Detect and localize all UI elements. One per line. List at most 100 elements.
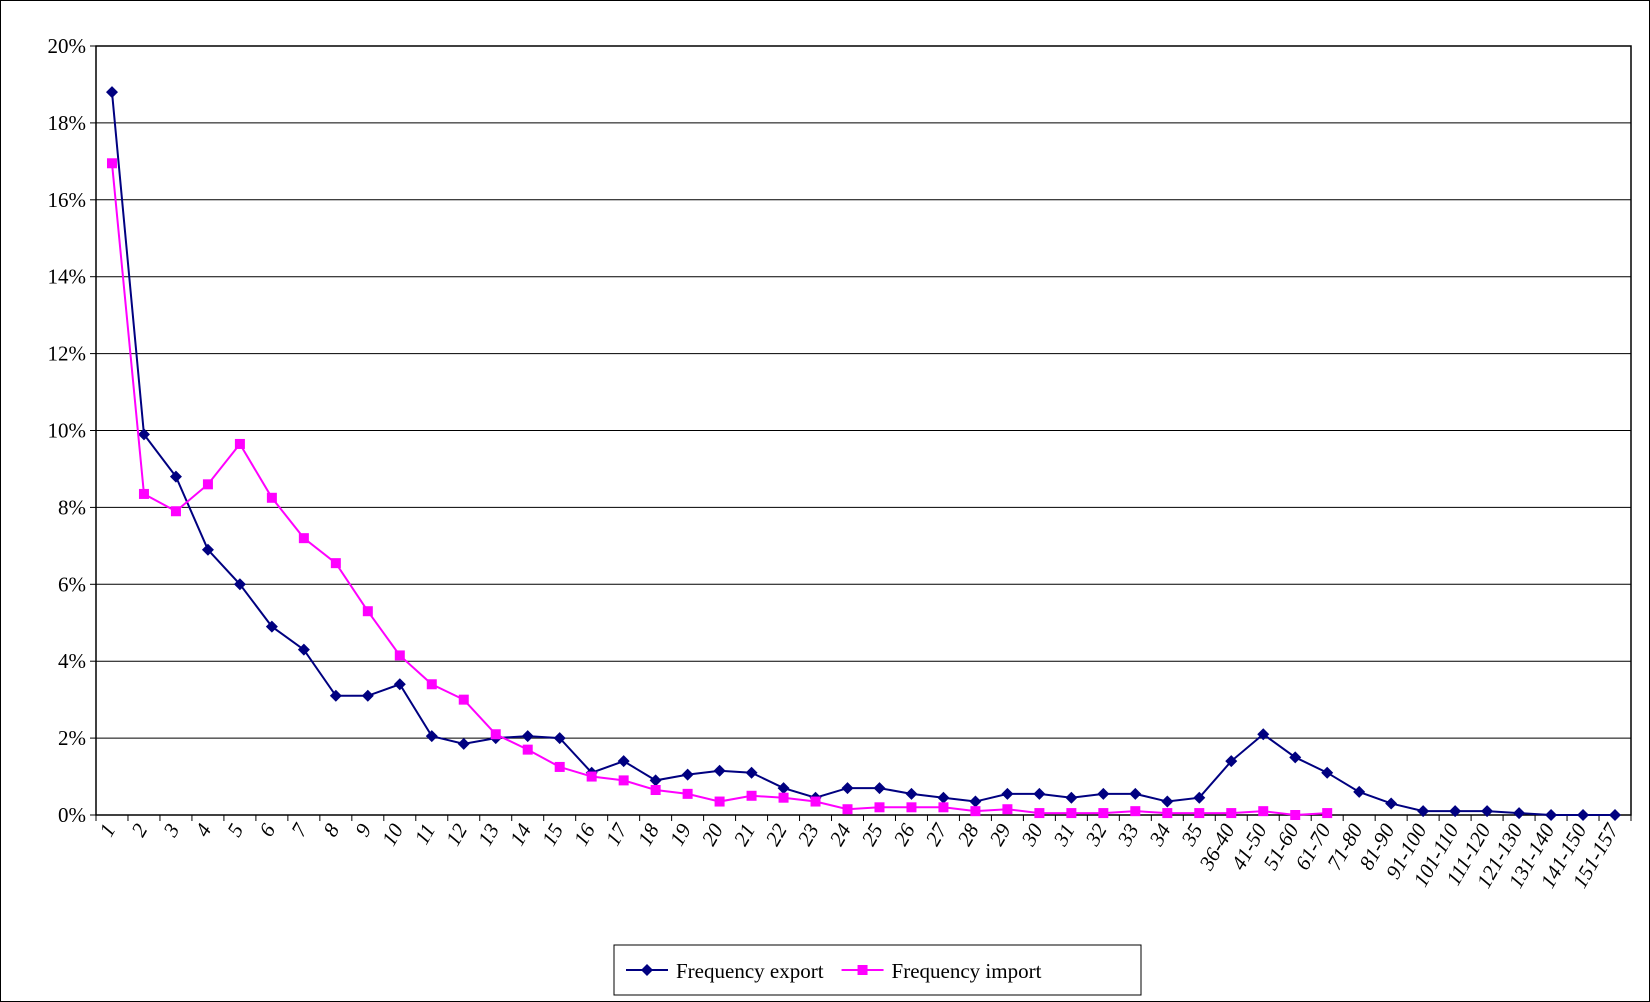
marker bbox=[650, 785, 661, 796]
marker bbox=[617, 755, 630, 768]
y-tick-label: 18% bbox=[48, 111, 87, 135]
y-tick-label: 4% bbox=[58, 649, 86, 673]
marker bbox=[426, 679, 437, 690]
y-tick-label: 2% bbox=[58, 726, 86, 750]
marker bbox=[1257, 728, 1270, 741]
marker bbox=[681, 768, 694, 781]
y-tick-label: 16% bbox=[48, 188, 87, 212]
y-tick-label: 14% bbox=[48, 265, 87, 289]
marker bbox=[1513, 807, 1526, 820]
marker bbox=[938, 802, 949, 813]
marker bbox=[1033, 787, 1046, 800]
marker bbox=[1321, 766, 1334, 779]
marker bbox=[1290, 810, 1301, 820]
marker bbox=[841, 782, 854, 795]
marker bbox=[234, 438, 245, 449]
marker bbox=[1353, 785, 1366, 798]
marker bbox=[170, 506, 181, 517]
marker bbox=[778, 792, 789, 803]
marker bbox=[297, 643, 310, 656]
y-tick-label: 10% bbox=[48, 419, 87, 443]
legend-label: Frequency import bbox=[892, 959, 1042, 983]
marker bbox=[1066, 808, 1077, 819]
marker bbox=[362, 606, 373, 617]
marker bbox=[1385, 797, 1398, 810]
marker bbox=[1481, 805, 1494, 818]
marker bbox=[1609, 809, 1622, 821]
marker bbox=[106, 158, 117, 169]
marker bbox=[458, 694, 469, 705]
marker bbox=[202, 479, 213, 490]
marker bbox=[393, 678, 406, 691]
marker bbox=[714, 796, 725, 807]
marker bbox=[746, 790, 757, 801]
marker bbox=[1226, 808, 1237, 819]
marker bbox=[553, 732, 566, 745]
marker bbox=[1161, 795, 1174, 808]
marker bbox=[521, 730, 534, 743]
marker bbox=[1417, 805, 1430, 818]
marker bbox=[105, 86, 118, 99]
marker bbox=[1258, 806, 1269, 817]
marker bbox=[1034, 808, 1045, 819]
marker bbox=[265, 620, 278, 633]
marker bbox=[1097, 787, 1110, 800]
marker bbox=[1129, 787, 1142, 800]
legend: Frequency export Frequency import bbox=[613, 944, 1142, 996]
marker bbox=[745, 766, 758, 779]
marker bbox=[266, 492, 277, 503]
y-tick-label: 6% bbox=[58, 572, 86, 596]
marker bbox=[1545, 809, 1558, 821]
marker bbox=[233, 578, 246, 591]
marker bbox=[970, 806, 981, 817]
marker bbox=[298, 533, 309, 544]
marker bbox=[682, 788, 693, 799]
legend-label: Frequency export bbox=[676, 959, 824, 983]
marker bbox=[618, 775, 629, 786]
y-tick-label: 12% bbox=[48, 342, 87, 366]
marker bbox=[649, 774, 662, 787]
marker bbox=[394, 650, 405, 661]
marker bbox=[1449, 805, 1462, 818]
marker bbox=[1098, 808, 1109, 819]
marker bbox=[1002, 804, 1013, 815]
marker bbox=[1225, 755, 1238, 768]
marker bbox=[1322, 808, 1333, 819]
marker bbox=[842, 804, 853, 815]
marker bbox=[554, 761, 565, 772]
marker bbox=[330, 558, 341, 569]
marker bbox=[586, 771, 597, 782]
marker bbox=[857, 965, 868, 975]
marker bbox=[713, 764, 726, 777]
marker bbox=[457, 737, 470, 750]
marker bbox=[1194, 808, 1205, 819]
marker bbox=[777, 782, 790, 795]
marker bbox=[874, 802, 885, 813]
marker bbox=[905, 787, 918, 800]
marker bbox=[810, 796, 821, 807]
marker bbox=[329, 689, 342, 702]
marker bbox=[137, 428, 150, 441]
y-tick-label: 8% bbox=[58, 495, 86, 519]
marker bbox=[1162, 808, 1173, 819]
marker bbox=[425, 730, 438, 743]
marker bbox=[1193, 791, 1206, 804]
marker bbox=[1065, 791, 1078, 804]
marker bbox=[490, 729, 501, 740]
y-tick-label: 20% bbox=[48, 34, 87, 58]
marker bbox=[169, 470, 182, 483]
marker bbox=[1130, 806, 1141, 817]
marker bbox=[1577, 809, 1590, 821]
marker bbox=[641, 964, 653, 976]
marker bbox=[201, 543, 214, 556]
marker bbox=[361, 689, 374, 702]
marker bbox=[138, 488, 149, 499]
marker bbox=[1289, 751, 1302, 764]
marker bbox=[522, 744, 533, 755]
y-tick-label: 0% bbox=[58, 803, 86, 827]
marker bbox=[969, 795, 982, 808]
marker bbox=[1001, 787, 1014, 800]
marker bbox=[937, 791, 950, 804]
marker bbox=[873, 782, 886, 795]
